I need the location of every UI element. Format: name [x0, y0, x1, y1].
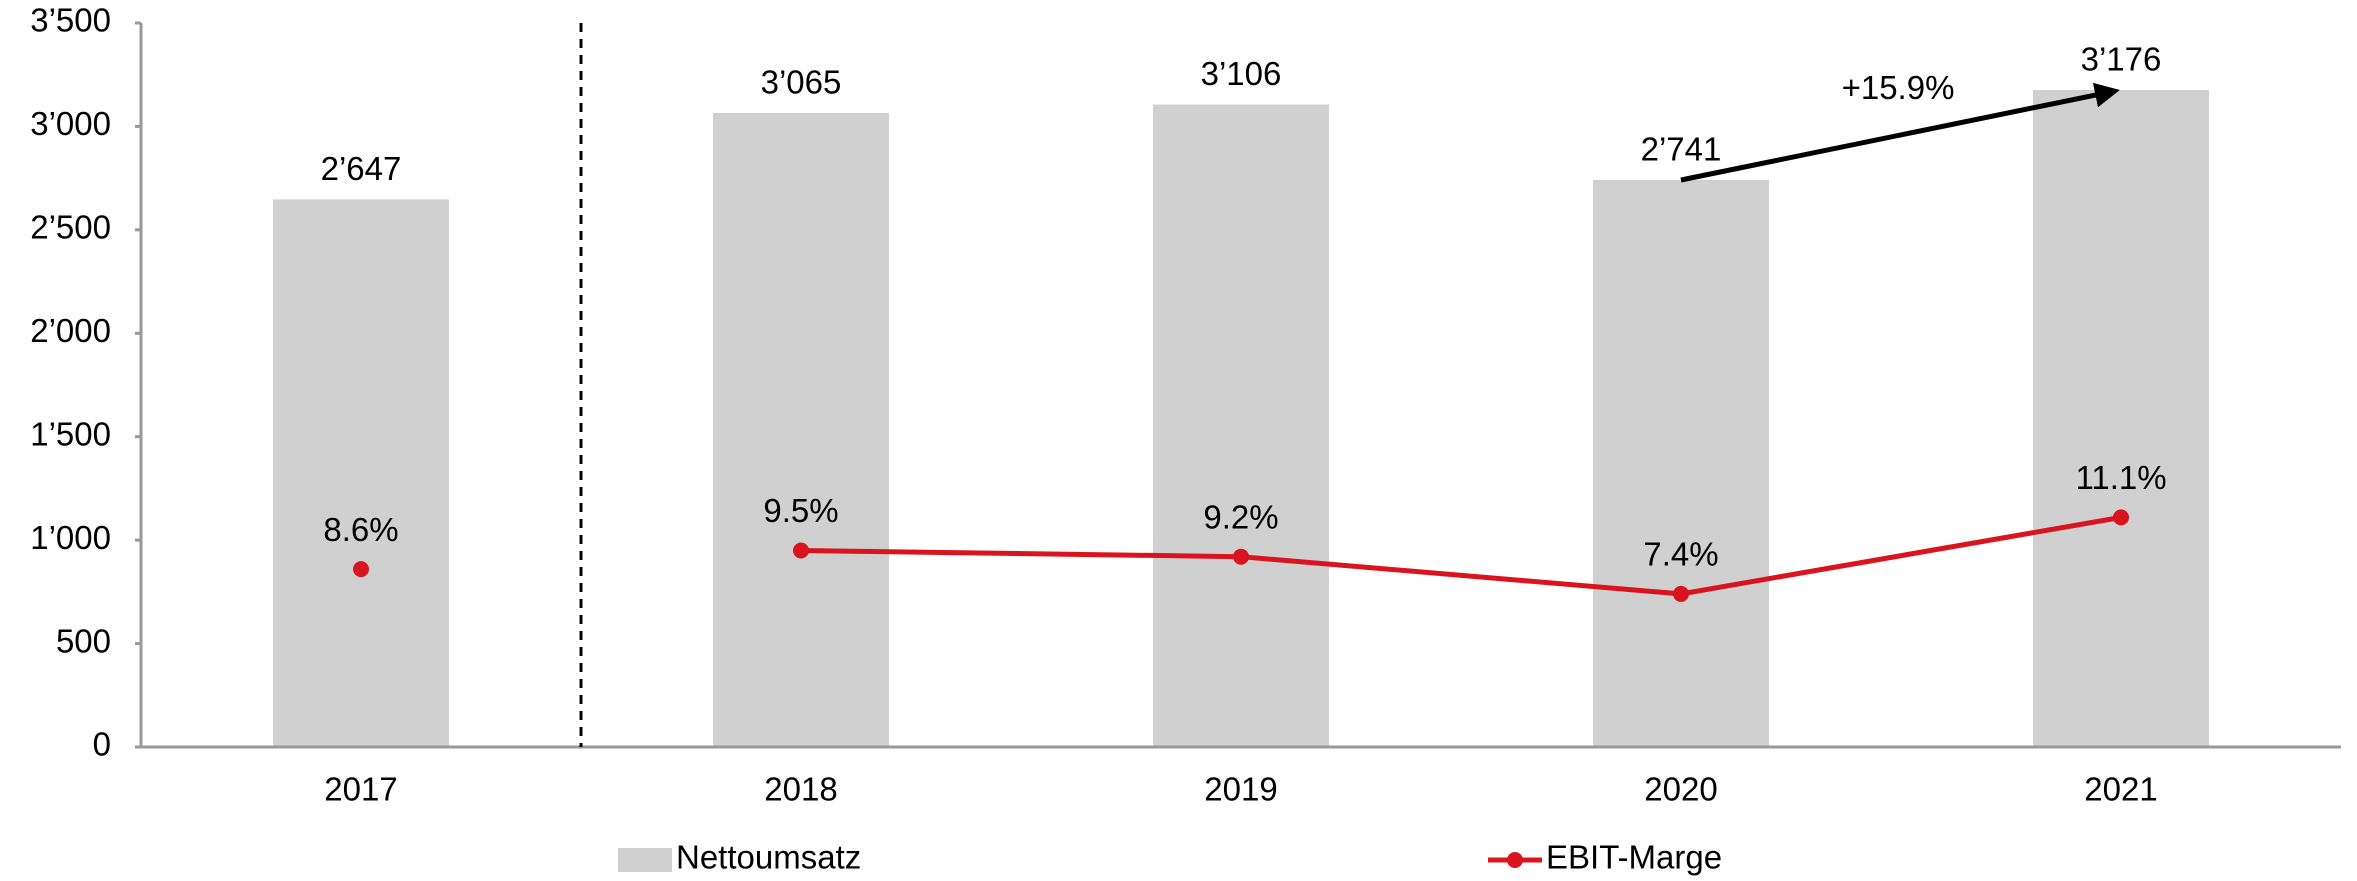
- ebit-value-label: 9.2%: [1203, 498, 1278, 535]
- bar-value-label: 2’741: [1641, 131, 1722, 168]
- bar-value-label: 2’647: [321, 150, 402, 187]
- ebit-value-label: 7.4%: [1643, 536, 1718, 573]
- x-tick-label: 2021: [2084, 771, 2157, 808]
- y-tick-label: 0: [93, 726, 111, 763]
- bar-value-label: 3’176: [2081, 41, 2162, 78]
- ebit-point: [353, 561, 369, 578]
- ebit-point: [1233, 548, 1249, 565]
- ebit-line: [800, 514, 2122, 597]
- legend-marker: [1507, 852, 1523, 868]
- ebit-point: [2113, 509, 2129, 526]
- y-tick-label: 2’000: [30, 312, 111, 349]
- x-tick-label: 2020: [1644, 771, 1717, 808]
- bar: [713, 112, 889, 748]
- x-tick-label: 2019: [1204, 771, 1277, 808]
- y-tick-label: 500: [56, 622, 111, 659]
- ebit-value-label: 9.5%: [763, 492, 838, 529]
- legend-label: EBIT-Marge: [1546, 839, 1722, 876]
- y-tick-label: 2’500: [30, 209, 111, 246]
- x-tick-label: 2018: [764, 771, 837, 808]
- y-tick-label: 1’500: [30, 415, 111, 452]
- legend-label: Nettoumsatz: [676, 839, 861, 876]
- growth-arrow: [1680, 82, 2120, 183]
- bar-value-label: 3’106: [1201, 55, 1282, 92]
- x-tick-label: 2017: [324, 771, 397, 808]
- bar: [273, 199, 449, 747]
- ebit-value-label: 8.6%: [323, 511, 398, 548]
- ebit-point: [1673, 585, 1689, 602]
- y-tick-label: 1’000: [30, 519, 111, 556]
- y-tick-label: 3’500: [30, 2, 111, 39]
- bar: [2033, 90, 2209, 747]
- bar: [1593, 180, 1769, 747]
- ebit-value-label: 11.1%: [2075, 459, 2166, 496]
- growth-annotation: +15.9%: [1842, 69, 1955, 106]
- bar: [1153, 104, 1329, 748]
- legend-swatch: [618, 848, 672, 872]
- ebit-point: [793, 542, 809, 559]
- bar-value-label: 3’065: [761, 64, 842, 101]
- y-tick-label: 3’000: [30, 105, 111, 142]
